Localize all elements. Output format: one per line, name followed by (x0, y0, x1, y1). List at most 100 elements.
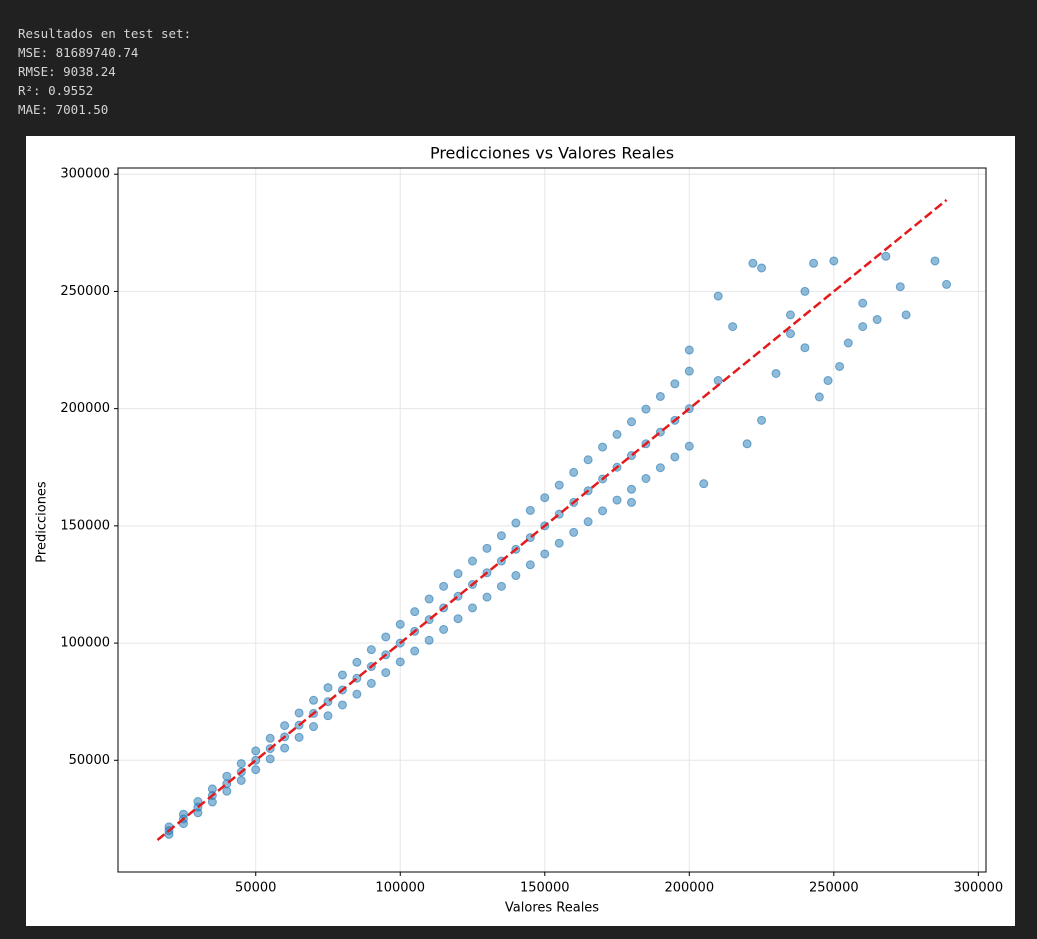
point (942, 279, 952, 289)
point (901, 310, 911, 320)
point (309, 722, 319, 732)
console-line: Resultados en test set: (18, 26, 192, 41)
point (265, 733, 275, 743)
point (207, 784, 217, 794)
point (265, 754, 275, 764)
point (598, 442, 608, 452)
point (540, 549, 550, 559)
point (453, 614, 463, 624)
point (395, 657, 405, 667)
point (858, 322, 868, 332)
point (222, 786, 232, 796)
y-tick-label: 200000 (60, 401, 110, 416)
x-tick-label: 300000 (954, 881, 1004, 896)
point (872, 315, 882, 325)
point (323, 683, 333, 693)
point (525, 505, 535, 515)
point (410, 607, 420, 617)
point (713, 291, 723, 301)
point (728, 322, 738, 332)
point (453, 569, 463, 579)
point (895, 282, 905, 292)
point (236, 759, 246, 769)
point (858, 298, 868, 308)
x-tick-label: 250000 (809, 881, 859, 896)
point (699, 479, 709, 489)
chart-title: Predicciones vs Valores Reales (430, 144, 674, 163)
point (251, 746, 261, 756)
point (309, 695, 319, 705)
point (424, 635, 434, 645)
point (352, 689, 362, 699)
point (785, 310, 795, 320)
chart: Predicciones vs Valores Reales Valores R… (35, 144, 1004, 916)
y-tick-label: 100000 (60, 636, 110, 651)
point (670, 452, 680, 462)
x-axis-label: Valores Reales (505, 901, 599, 916)
point (511, 571, 521, 581)
point (583, 455, 593, 465)
point (554, 480, 564, 490)
point (439, 624, 449, 634)
point (748, 258, 758, 268)
console-line: MAE: 7001.50 (18, 102, 109, 117)
point (684, 366, 694, 376)
y-tick-label: 50000 (69, 753, 110, 768)
point (670, 379, 680, 389)
point (809, 258, 819, 268)
point (771, 368, 781, 378)
point (612, 429, 622, 439)
console-line: R²: 0.9552 (18, 83, 94, 98)
point (800, 343, 810, 353)
point (823, 376, 833, 386)
point (641, 404, 651, 414)
y-tick-label: 300000 (60, 167, 110, 182)
point (930, 256, 940, 266)
point (757, 415, 767, 425)
point (294, 732, 304, 742)
point (569, 467, 579, 477)
point (251, 765, 261, 775)
point (655, 391, 665, 401)
point (193, 797, 203, 807)
point (800, 286, 810, 296)
figure: Predicciones vs Valores Reales Valores R… (26, 136, 1015, 926)
y-axis-label: Predicciones (35, 481, 50, 563)
point (496, 531, 506, 541)
y-tick-label: 250000 (60, 284, 110, 299)
reference-line (156, 199, 948, 841)
point (626, 417, 636, 427)
point (511, 518, 521, 528)
point (468, 556, 478, 566)
point (540, 493, 550, 503)
console-line: RMSE: 9038.24 (18, 64, 116, 79)
point (684, 441, 694, 451)
point (381, 668, 391, 678)
console-output: Resultados en test set: MSE: 81689740.74 R… (18, 24, 191, 119)
x-tick-label: 150000 (520, 881, 570, 896)
point (424, 594, 434, 604)
y-tick-label: 150000 (60, 518, 110, 533)
point (496, 581, 506, 591)
x-tick-label: 50000 (235, 881, 276, 896)
point (222, 771, 232, 781)
point (410, 646, 420, 656)
point (835, 361, 845, 371)
point (294, 708, 304, 718)
point (439, 581, 449, 591)
point (468, 603, 478, 613)
point (280, 743, 290, 753)
point (482, 592, 492, 602)
point (641, 474, 651, 484)
point (280, 721, 290, 731)
point (655, 463, 665, 473)
point (366, 645, 376, 655)
point (829, 256, 839, 266)
point (757, 263, 767, 273)
point (323, 711, 333, 721)
point (843, 338, 853, 348)
point (525, 560, 535, 570)
point (569, 527, 579, 537)
point (814, 392, 824, 402)
